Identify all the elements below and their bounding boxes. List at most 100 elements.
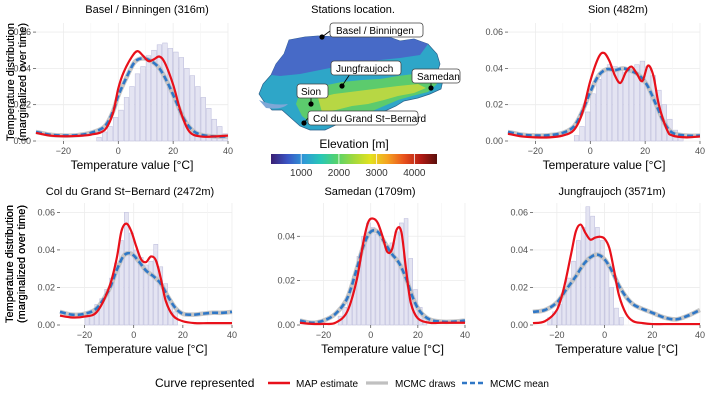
x-tick-label: 20	[168, 146, 178, 156]
histogram-bar	[101, 131, 108, 142]
y-tick-label: 0.04	[277, 231, 295, 241]
legend-item-draws: MCMC draws	[366, 379, 456, 390]
histogram-bar	[217, 126, 223, 142]
y-tick-label: 0.04	[510, 245, 528, 255]
x-axis-label: Temperature value [°C]	[321, 342, 444, 356]
histogram-bar	[162, 42, 168, 142]
histogram-bar	[112, 117, 119, 142]
histogram-bar	[580, 227, 586, 326]
histogram-bar	[211, 118, 217, 142]
histogram-bar	[200, 97, 206, 142]
histogram-bar	[595, 79, 602, 142]
y-tick-label: 0.02	[277, 276, 295, 286]
y-tick-label: 0.06	[13, 27, 31, 37]
chart-panel: −20 0 20 40 0.00 0.02 0.04 0.06 Basel / Binninge…	[5, 4, 233, 172]
histogram-bar	[153, 244, 159, 326]
x-tick-label: 40	[460, 330, 470, 340]
chart-title: Samedan (1709m)	[324, 186, 415, 198]
chart-panel: −20 0 20 40 0.00 0.02 0.04 0.06 Col du Grand St−…	[4, 186, 237, 356]
x-tick-label: 20	[640, 146, 650, 156]
histogram-bar	[590, 215, 595, 326]
legend-label: MCMC draws	[395, 379, 456, 390]
x-tick-label: 20	[178, 330, 188, 340]
histogram-bar	[566, 277, 572, 326]
station-label: Samedan	[417, 72, 460, 83]
y-tick-label: 0.02	[485, 100, 503, 110]
alpine-peaks	[318, 84, 426, 112]
panels: −20 0 20 40 0.00 0.02 0.04 0.06 Basel / Binninge…	[4, 4, 705, 356]
station-basel: Basel / Binningen	[319, 22, 424, 40]
histogram-bar	[206, 108, 212, 142]
histogram-bar	[595, 227, 600, 326]
histogram-bar	[606, 64, 613, 142]
y-tick-label: 0.00	[485, 136, 503, 146]
y-tick-label: 0.04	[37, 245, 55, 255]
y-axis-label: Temperature distribution(marginalized ov…	[5, 23, 29, 141]
station-label: Basel / Binningen	[336, 26, 414, 37]
histogram-bar	[140, 66, 146, 142]
histogram-bar	[601, 69, 607, 142]
series-map-estimate	[507, 51, 701, 139]
histogram-bar	[604, 262, 610, 326]
y-tick-label: 0.02	[37, 282, 55, 292]
y-axis-label: Temperature distribution(marginalized ov…	[4, 205, 28, 323]
chart-title: Sion (482m)	[588, 4, 648, 16]
y-tick-label: 0.00	[277, 320, 295, 330]
y-tick-label: 0.06	[37, 207, 55, 217]
y-tick-label: 0.02	[13, 100, 31, 110]
station-jungfraujoch: Jungfraujoch	[330, 60, 402, 89]
map-panel: Stations location. Basel / Binningen Jun…	[258, 4, 461, 179]
x-tick-label: 0	[131, 330, 136, 340]
histogram-bar	[124, 212, 129, 326]
histogram-bar	[380, 240, 385, 326]
x-tick-label: −20	[528, 146, 543, 156]
y-axis-label: Temperature distribution(marginalized ov…	[4, 205, 28, 323]
y-axis-label: Temperature distribution(marginalized ov…	[4, 205, 28, 323]
histogram-bar	[145, 55, 152, 142]
chart-panel: −20 0 20 40 0.00 0.02 0.04 0.06 Jungfraujoch (35…	[4, 186, 705, 356]
histogram-bar	[645, 66, 651, 142]
station-samedan: Samedan	[411, 68, 461, 91]
station-grand-st-bernard: Col du Grand St−Bernard	[301, 110, 426, 126]
colorbar-ticks: 1000 2000 3000 4000	[290, 154, 426, 179]
colorbar-tick-label: 4000	[403, 168, 426, 179]
histogram-bar	[628, 68, 635, 142]
histogram-bar	[375, 233, 380, 326]
legend-title: Curve represented	[155, 376, 254, 390]
histogram-bar	[119, 240, 124, 326]
legend: Curve represented MAP estimate MCMC draw…	[155, 376, 549, 390]
x-tick-label: 40	[227, 330, 237, 340]
x-tick-label: −20	[549, 330, 564, 340]
colorbar-title: Elevation [m]	[319, 137, 388, 151]
x-tick-label: 20	[413, 330, 423, 340]
x-axis-label: Temperature value [°C]	[555, 342, 678, 356]
colorbar-tick-label: 2000	[328, 168, 351, 179]
station-label: Sion	[301, 87, 321, 98]
y-tick-label: 0.00	[13, 136, 31, 146]
series-map-estimate	[299, 217, 465, 326]
histogram-bar	[599, 240, 605, 326]
y-tick-label: 0.04	[13, 63, 31, 73]
x-tick-label: 0	[116, 146, 121, 156]
histogram-bar	[619, 317, 624, 326]
chart-panel: −20 0 20 40 0.00 0.02 0.04 Samedan (1709m) Tempe…	[4, 186, 470, 356]
histogram-bar	[178, 57, 184, 142]
station-label: Jungfraujoch	[336, 64, 393, 75]
chart-panel: −20 0 20 40 0.00 0.02 0.04 0.06 Sion (482m) Tempe…	[5, 4, 705, 172]
histogram-bar	[389, 242, 395, 326]
histogram-bar	[576, 240, 581, 326]
histogram-bar	[370, 227, 376, 326]
x-tick-label: −20	[316, 330, 331, 340]
histogram-bar	[184, 68, 190, 142]
x-tick-label: 40	[695, 330, 705, 340]
x-tick-label: 0	[588, 146, 593, 156]
histogram-bar	[123, 97, 130, 142]
legend-label: MAP estimate	[296, 379, 358, 390]
histogram-bar	[118, 109, 124, 142]
x-tick-label: −20	[56, 146, 71, 156]
y-tick-label: 0.06	[485, 27, 503, 37]
station-label: Col du Grand St−Bernard	[313, 114, 426, 125]
y-tick-label: 0.02	[510, 282, 528, 292]
histogram-bar	[609, 287, 614, 326]
